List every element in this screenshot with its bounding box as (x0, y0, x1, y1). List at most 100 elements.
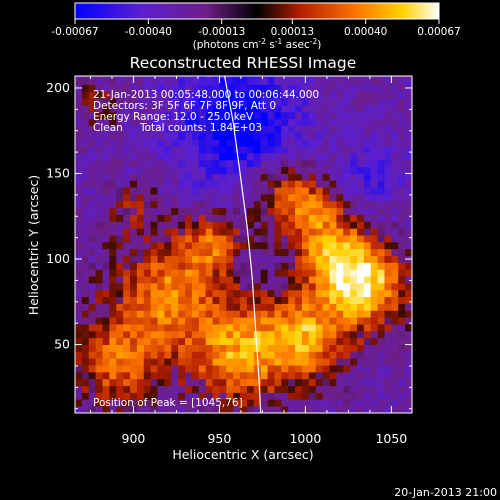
heatmap-cell (405, 399, 412, 407)
heatmap-cell (123, 132, 131, 140)
heatmap-cell (384, 310, 392, 318)
heatmap-cell (384, 296, 392, 304)
heatmap-cell (267, 200, 275, 209)
heatmap-cell (343, 194, 351, 202)
heatmap-cell (398, 351, 406, 359)
heatmap-cell (116, 132, 124, 140)
heatmap-cell (136, 214, 145, 222)
heatmap-cell (246, 399, 255, 407)
heatmap-cell (274, 235, 282, 243)
heatmap-cell (95, 166, 103, 174)
heatmap-cell (150, 77, 158, 85)
heatmap-cell (157, 207, 165, 215)
heatmap-cell (150, 310, 158, 318)
heatmap-cell (88, 330, 97, 339)
heatmap-cell (350, 317, 358, 325)
heatmap-cell (226, 91, 234, 99)
heatmap-cell (102, 235, 110, 243)
heatmap-cell (246, 310, 255, 318)
heatmap-cell (391, 337, 399, 345)
annotation-detectors: Detectors: 3F 5F 6F 7F 8F 9F, Att 0 (93, 100, 276, 112)
heatmap-cell (123, 221, 131, 229)
heatmap-cell (136, 146, 145, 154)
heatmap-cell (370, 194, 379, 202)
heatmap-cell (288, 139, 296, 147)
heatmap-cell (322, 392, 330, 400)
heatmap-cell (109, 392, 117, 400)
heatmap-cell (356, 296, 365, 304)
heatmap-cell (274, 392, 282, 400)
heatmap-cell (267, 255, 275, 263)
heatmap-cell (171, 269, 179, 277)
heatmap-cell (356, 317, 365, 325)
heatmap-cell (198, 289, 207, 298)
heatmap-cell (81, 317, 90, 325)
heatmap-cell (315, 180, 323, 188)
heatmap-cell (143, 118, 152, 127)
heatmap-cell (157, 365, 165, 373)
heatmap-cell (102, 406, 110, 413)
heatmap-cell (377, 282, 385, 291)
heatmap-cell (178, 406, 186, 413)
heatmap-cell (267, 406, 275, 413)
heatmap-cell (343, 241, 351, 250)
heatmap-cell (233, 221, 241, 229)
heatmap-cell (219, 337, 227, 345)
heatmap-cell (315, 289, 323, 298)
heatmap-cell (178, 180, 186, 188)
heatmap-cell (274, 125, 282, 133)
heatmap-cell (226, 214, 234, 222)
heatmap-cell (288, 289, 296, 298)
heatmap-cell (260, 358, 268, 366)
heatmap-cell (377, 378, 385, 387)
heatmap-cell (260, 207, 268, 215)
heatmap-cell (343, 77, 351, 85)
heatmap-cell (219, 344, 227, 352)
heatmap-cell (281, 77, 289, 85)
heatmap-cell (391, 241, 399, 250)
heatmap-cell (226, 310, 234, 318)
heatmap-cell (336, 262, 344, 270)
heatmap-cell (123, 351, 131, 359)
heatmap-cell (246, 296, 255, 304)
heatmap-cell (322, 255, 330, 263)
heatmap-cell (253, 255, 262, 263)
heatmap-cell (356, 214, 365, 222)
heatmap-cell (315, 303, 323, 311)
heatmap-cell (143, 337, 152, 345)
heatmap-cell (315, 98, 323, 106)
heatmap-cell (329, 235, 337, 243)
heatmap-cell (102, 76, 110, 79)
heatmap-cell (109, 166, 117, 174)
heatmap-cell (398, 200, 406, 209)
heatmap-cell (356, 187, 365, 195)
heatmap-cell (143, 173, 152, 181)
heatmap-cell (171, 378, 179, 387)
heatmap-cell (281, 91, 289, 99)
heatmap-cell (198, 221, 207, 229)
heatmap-cell (246, 200, 255, 209)
heatmap-cell (123, 310, 131, 318)
heatmap-cell (253, 385, 262, 393)
heatmap-cell (398, 235, 406, 243)
heatmap-cell (370, 317, 379, 325)
heatmap-cell (205, 76, 213, 79)
heatmap-cell (363, 337, 372, 345)
heatmap-cell (219, 125, 227, 133)
heatmap-cell (329, 385, 337, 393)
heatmap-cell (267, 180, 275, 188)
heatmap-cell (95, 235, 103, 243)
heatmap-cell (198, 310, 207, 318)
heatmap-cell (226, 282, 234, 291)
heatmap-cell (322, 200, 330, 209)
heatmap-cell (185, 282, 193, 291)
heatmap-cell (116, 200, 124, 209)
heatmap-cell (377, 399, 385, 407)
heatmap-cell (191, 392, 200, 400)
heatmap-cell (343, 159, 351, 168)
heatmap-cell (363, 378, 372, 387)
heatmap-cell (171, 76, 179, 79)
heatmap-cell (329, 200, 337, 209)
heatmap-cell (164, 214, 172, 222)
heatmap-cell (198, 187, 207, 195)
